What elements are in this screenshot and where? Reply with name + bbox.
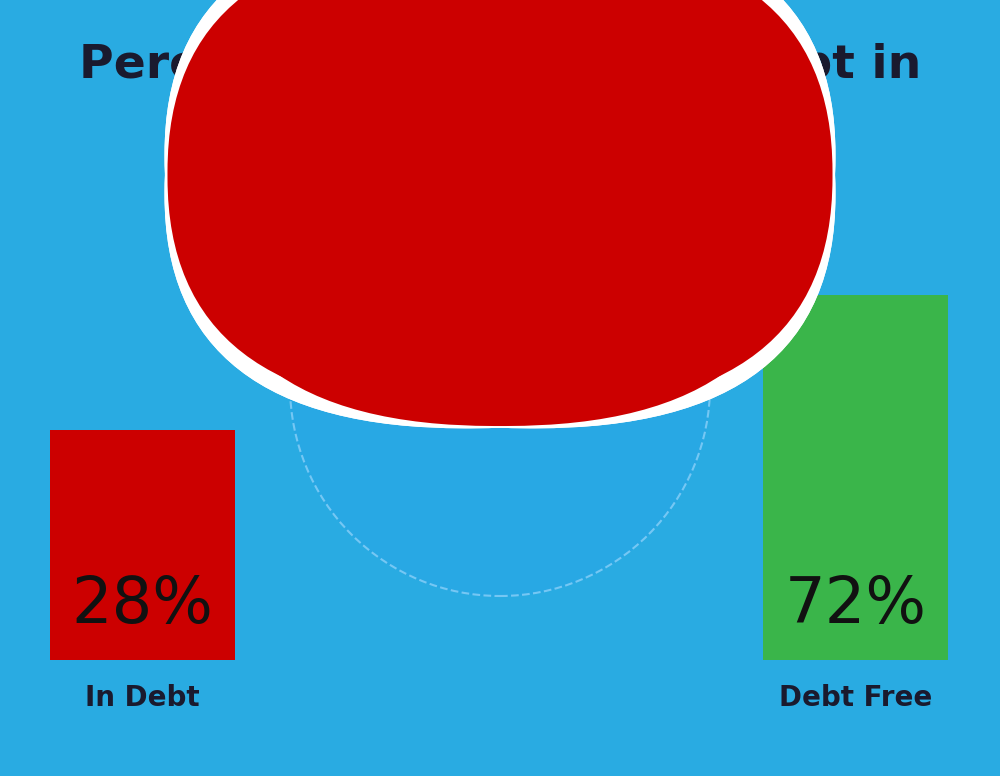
Text: In Debt: In Debt bbox=[85, 684, 200, 712]
Text: Debt Free: Debt Free bbox=[779, 684, 932, 712]
Text: 28%: 28% bbox=[72, 574, 213, 636]
Text: Bangor: Bangor bbox=[388, 93, 612, 147]
Text: 72%: 72% bbox=[784, 574, 926, 636]
Circle shape bbox=[290, 176, 710, 596]
FancyBboxPatch shape bbox=[50, 430, 235, 660]
FancyBboxPatch shape bbox=[763, 295, 948, 660]
Text: Percentage of people in debt in: Percentage of people in debt in bbox=[79, 43, 921, 88]
